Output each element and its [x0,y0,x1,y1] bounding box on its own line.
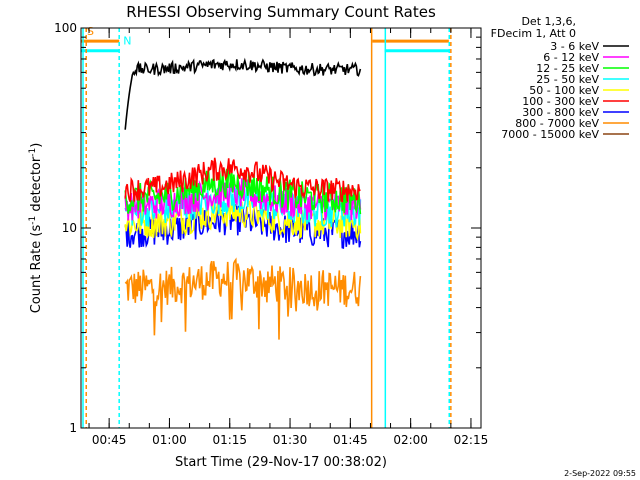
y-tick-label: 1 [69,421,77,435]
legend-entry: 12 - 25 keV [536,62,599,75]
flag-label-N: N [123,35,131,48]
series-100-300keV [124,157,361,203]
y-tick-label: 10 [62,221,77,235]
legend-entry: 7000 - 15000 keV [501,128,599,141]
series-12-25keV [124,166,362,215]
x-tick-label: 01:00 [152,433,187,447]
legend-entry: 100 - 300 keV [522,95,599,108]
legend-entry: 25 - 50 keV [536,73,599,86]
legend-header-1: FDecim 1, Att 0 [491,27,576,40]
vlines-layer [82,28,452,428]
x-tick-label: 02:15 [454,433,489,447]
y-axis-label: Count Rate (s-1 detector-1) [28,143,44,314]
legend-entry: 50 - 100 keV [529,84,599,97]
series-800-7000keV [124,257,362,340]
x-tick-label: 02:00 [393,433,428,447]
legend-entry: 300 - 800 keV [522,106,599,119]
x-tick-label: 01:15 [212,433,247,447]
flags-layer: SN [81,25,449,53]
legend-header-0: Det 1,3,6, [521,15,576,28]
x-tick-label: 01:30 [273,433,308,447]
x-tick-label: 01:45 [333,433,368,447]
series-layer [124,57,362,340]
legend-entry: 800 - 7000 keV [515,117,599,130]
chart-title: RHESSI Observing Summary Count Rates [126,3,436,21]
flag-label-S: S [87,25,94,38]
axes-layer: 1 10 100 00:45 01:00 01:15 01:30 01:45 02:00 02:1… [54,21,488,447]
x-tick-label: 00:45 [92,433,127,447]
legend-entry: 6 - 12 keV [543,51,599,64]
y-tick-label: 100 [54,21,77,35]
legend-entry: 3 - 6 keV [550,40,599,53]
timestamp: 2-Sep-2022 09:55 [564,469,636,478]
x-axis-label: Start Time (29-Nov-17 00:38:02) [175,455,387,470]
series-3-6keV [124,57,362,130]
